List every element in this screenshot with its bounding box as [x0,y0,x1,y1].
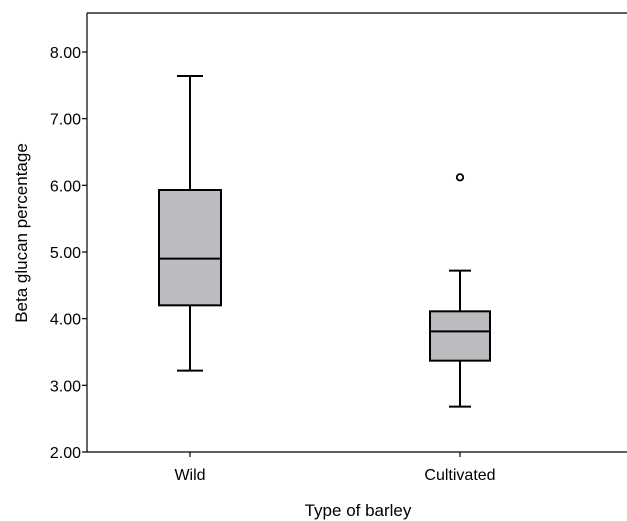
y-axis-ticks: 2.00 3.00 4.00 5.00 6.00 7.00 8.00 [50,45,87,462]
y-tick-label: 7.00 [50,112,81,129]
y-tick-label: 6.00 [50,178,81,195]
y-tick-label: 3.00 [50,378,81,395]
x-axis-title: Type of barley [305,501,412,520]
outlier-point [455,173,465,182]
iqr-box [158,189,222,307]
y-tick-label: 2.00 [50,445,81,462]
box-series [158,75,491,408]
x-axis-ticks: Wild Cultivated [174,452,496,484]
y-tick-label: 5.00 [50,245,81,262]
y-tick-label: 4.00 [50,312,81,329]
x-tick-label: Wild [174,467,205,484]
plot-frame [86,12,627,453]
x-tick-label: Cultivated [424,467,495,484]
box-cultivated [429,173,491,408]
iqr-box [429,310,491,362]
y-axis-title: Beta glucan percentage [12,143,31,323]
y-tick-label: 8.00 [50,45,81,62]
box-wild [158,75,222,372]
